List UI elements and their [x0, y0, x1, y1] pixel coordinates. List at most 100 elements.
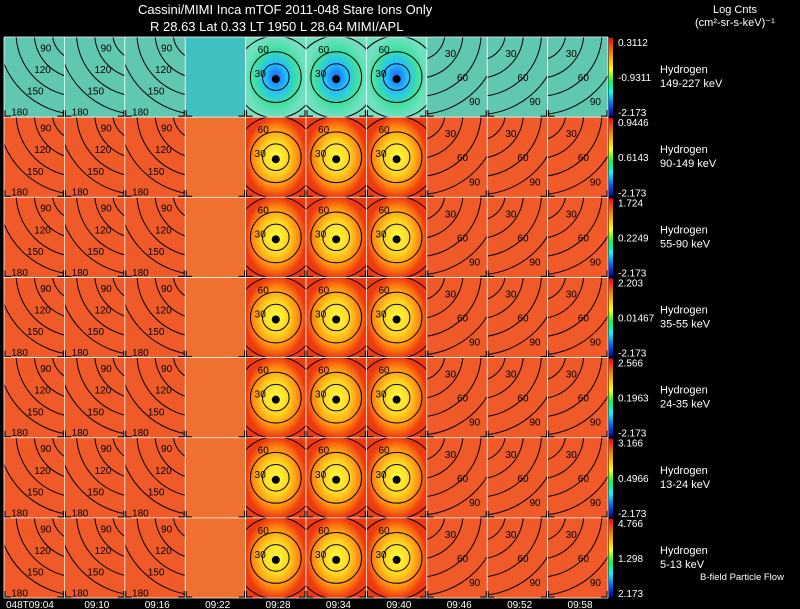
contour-line [249, 211, 302, 264]
heatmap-panel [547, 37, 608, 118]
contour-label: 120 [34, 305, 51, 316]
contour-label: 120 [95, 145, 112, 156]
heatmap-panel [366, 277, 427, 358]
contour-label: 150 [87, 568, 104, 579]
contour-label: 30 [566, 450, 578, 461]
contour-label: 120 [34, 546, 51, 557]
heatmap-panel [306, 117, 367, 198]
contour-label: 150 [148, 407, 165, 418]
heatmap-panel [124, 517, 186, 598]
contour-label: 180 [132, 508, 149, 519]
contour-label: 150 [27, 167, 44, 178]
contour-line [262, 223, 290, 252]
saturn-marker [392, 555, 401, 564]
panel-fill [426, 117, 488, 198]
contour-label: 150 [87, 327, 104, 338]
contour-line [382, 383, 411, 412]
contour-label: 180 [72, 508, 89, 519]
colorbar [609, 358, 613, 437]
panel-fill [487, 37, 548, 118]
heatmap-panel [185, 117, 246, 198]
contour-line [262, 463, 290, 492]
row-species: Hydrogen [660, 385, 708, 397]
saturn-marker [271, 555, 280, 564]
contour-label: 30 [315, 69, 327, 80]
contour-label: 90 [529, 578, 541, 589]
panel-fill [547, 277, 608, 358]
panel-fill [547, 197, 608, 278]
contour-label: 180 [72, 188, 89, 199]
contour-label: 30 [505, 530, 517, 541]
contour-label: 150 [27, 487, 44, 498]
contour-label: 150 [148, 568, 165, 579]
heatmap-panel [124, 277, 186, 358]
heatmap-panel [306, 517, 367, 598]
contour-label: 150 [87, 247, 104, 258]
heatmap-panel [366, 437, 427, 518]
heatmap-panel [64, 37, 125, 118]
panel-fill [487, 357, 548, 438]
x-tick-label: 09:52 [507, 600, 532, 609]
contour-label: 90 [590, 578, 602, 589]
heatmap-panel [366, 517, 427, 598]
contour-label: 150 [27, 568, 44, 579]
colorbar-max: 4.766 [618, 519, 643, 530]
heatmap-panel [124, 117, 186, 198]
heatmap-panel [426, 517, 488, 598]
contour-label: 30 [566, 289, 578, 300]
heatmap-panel [185, 517, 246, 598]
contour-label: 60 [318, 125, 330, 136]
contour-label: 120 [155, 65, 172, 76]
heatmap-panel [64, 117, 125, 198]
contour-label: 90 [101, 124, 113, 135]
contour-label: 150 [148, 167, 165, 178]
colorbar-max: 0.9446 [618, 118, 649, 129]
heatmap-panel [185, 37, 246, 118]
contour-label: 90 [469, 498, 481, 509]
contour-label: 60 [517, 554, 529, 565]
colorbar [609, 198, 613, 277]
x-tick-label: 09:22 [205, 600, 230, 609]
heatmap-panel [124, 37, 186, 118]
row-species: Hydrogen [660, 144, 708, 156]
saturn-marker [332, 155, 341, 164]
contour-label: 60 [517, 314, 529, 325]
contour-label: 180 [72, 108, 89, 119]
contour-label: 30 [505, 370, 517, 381]
contour-label: 120 [95, 386, 112, 397]
contour-label: 90 [40, 524, 52, 535]
heatmap-panel [547, 357, 608, 438]
contour-label: 30 [445, 370, 457, 381]
heatmap-panel [185, 197, 246, 278]
contour-label: 30 [375, 229, 387, 240]
contour-label: 120 [34, 225, 51, 236]
saturn-marker [332, 395, 341, 404]
contour-line [310, 371, 363, 424]
colorbar [609, 438, 613, 517]
heatmap-panel [124, 197, 186, 278]
heatmap-panel [306, 277, 367, 358]
contour-label: 30 [375, 310, 387, 321]
panel-fill [185, 37, 246, 118]
saturn-marker [271, 75, 280, 84]
panel-fill [185, 117, 246, 198]
contour-label: 90 [469, 257, 481, 268]
saturn-label-right: saturn [346, 31, 376, 42]
contour-line [382, 223, 411, 252]
contour-label: 180 [11, 588, 28, 599]
contour-line [322, 383, 350, 412]
contour-label: 120 [34, 386, 51, 397]
contour-label: 120 [95, 225, 112, 236]
contour-label: 90 [469, 338, 481, 349]
heatmap-panel [124, 437, 186, 518]
saturn-marker [271, 315, 280, 324]
contour-label: 30 [445, 289, 457, 300]
contour-label: 90 [161, 204, 173, 215]
contour-label: 180 [132, 428, 149, 439]
contour-label: 90 [40, 124, 52, 135]
heatmap-panel [306, 197, 367, 278]
panel-fill [487, 117, 548, 198]
panel-fill [487, 277, 548, 358]
contour-label: 60 [378, 366, 390, 377]
contour-label: 180 [132, 188, 149, 199]
